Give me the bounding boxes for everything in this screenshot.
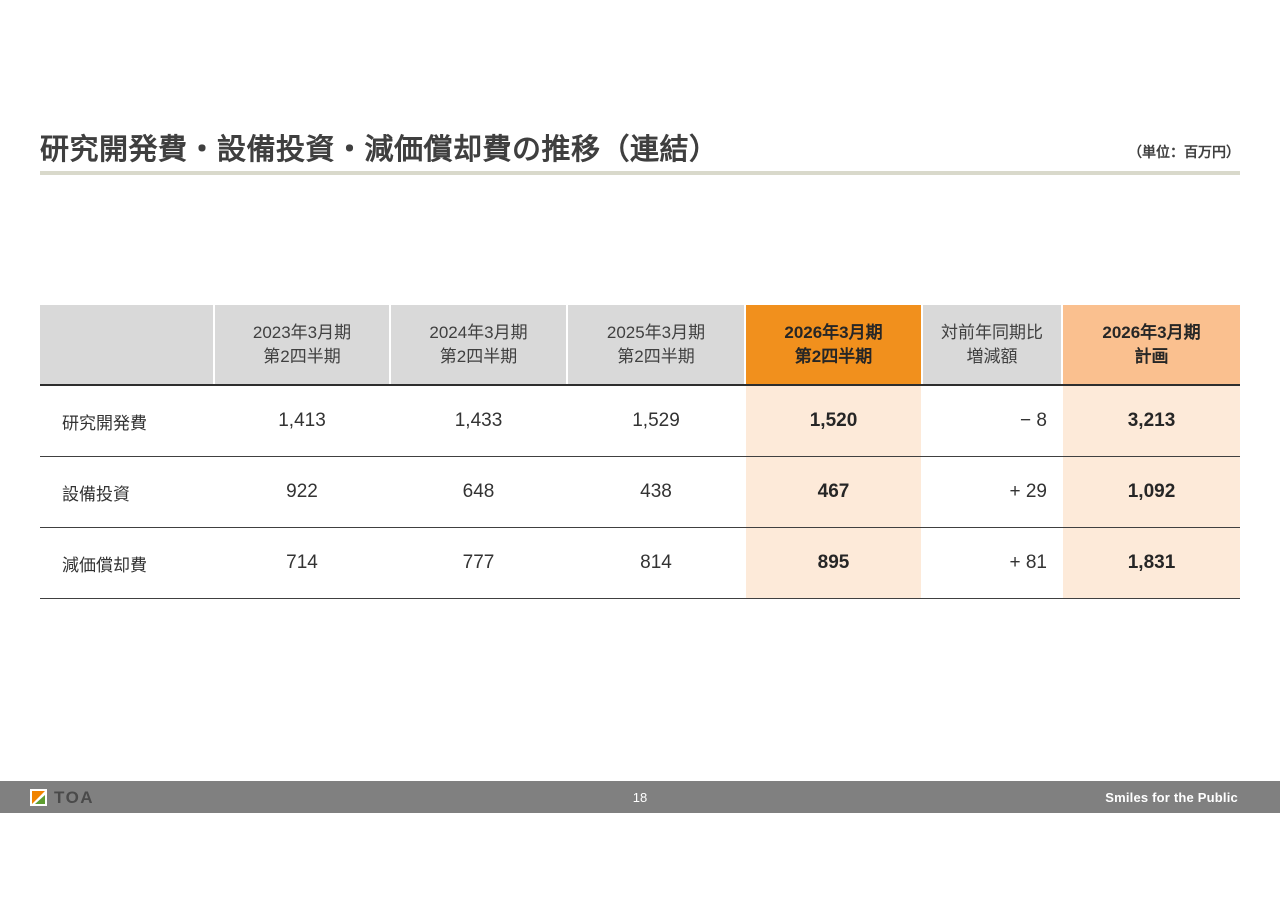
header-cell-2025-q2: 2025年3月期 第2四半期 bbox=[568, 305, 746, 384]
cell-value: 777 bbox=[462, 552, 495, 573]
header-cell-yoy-change: 対前年同期比 増減額 bbox=[923, 305, 1063, 384]
cell-value: 714 bbox=[286, 552, 318, 573]
toa-logo: TOA bbox=[30, 787, 95, 807]
table-cell-yoy: + 81 bbox=[923, 528, 1063, 598]
cell-value: 1,831 bbox=[1127, 552, 1176, 573]
table-cell-plan: 3,213 bbox=[1063, 386, 1240, 456]
table-cell-highlight: 1,520 bbox=[746, 386, 923, 456]
page-title: 研究開発費・設備投資・減価償却費の推移（連結） bbox=[40, 134, 719, 166]
fiscal-data-table: 2023年3月期 第2四半期 2024年3月期 第2四半期 2025年3月期 第… bbox=[40, 305, 1240, 599]
table-cell-plan: 1,831 bbox=[1063, 528, 1240, 598]
cell-value: − 8 bbox=[1020, 410, 1047, 431]
cell-value: + 29 bbox=[1009, 481, 1047, 502]
table-cell-plan: 1,092 bbox=[1063, 457, 1240, 527]
table-header-row: 2023年3月期 第2四半期 2024年3月期 第2四半期 2025年3月期 第… bbox=[40, 305, 1240, 384]
table-cell-yoy: − 8 bbox=[923, 386, 1063, 456]
row-label: 減価償却費 bbox=[40, 528, 215, 598]
cell-value: 1,433 bbox=[454, 410, 503, 431]
table-cell: 1,433 bbox=[391, 386, 568, 456]
table-cell: 648 bbox=[391, 457, 568, 527]
cell-value: 814 bbox=[640, 552, 672, 573]
header-cell-blank bbox=[40, 305, 215, 384]
table-row-depreciation: 減価償却費 714 777 814 895 + 81 1,831 bbox=[40, 527, 1240, 598]
header-cell-2026-plan: 2026年3月期 計画 bbox=[1063, 305, 1240, 384]
toa-logo-text: TOA bbox=[54, 787, 95, 807]
cell-value: 438 bbox=[640, 481, 672, 502]
table-cell: 777 bbox=[391, 528, 568, 598]
cell-value: 467 bbox=[817, 481, 850, 502]
row-label: 研究開発費 bbox=[40, 386, 215, 456]
header-cell-2023-q2: 2023年3月期 第2四半期 bbox=[215, 305, 391, 384]
table-cell: 1,413 bbox=[215, 386, 391, 456]
page-number: 18 bbox=[632, 789, 648, 805]
footer-bar: TOA 18 Smiles for the Public bbox=[0, 781, 1280, 813]
table-cell: 714 bbox=[215, 528, 391, 598]
table-cell: 814 bbox=[568, 528, 746, 598]
table-row-capex: 設備投資 922 648 438 467 + 29 1,092 bbox=[40, 456, 1240, 527]
cell-value: 1,529 bbox=[632, 410, 680, 431]
table-cell-highlight: 895 bbox=[746, 528, 923, 598]
table-cell: 922 bbox=[215, 457, 391, 527]
cell-value: 1,092 bbox=[1127, 481, 1176, 502]
table-cell-yoy: + 29 bbox=[923, 457, 1063, 527]
row-label: 設備投資 bbox=[40, 457, 215, 527]
cell-value: 1,520 bbox=[809, 410, 858, 431]
footer-tagline: Smiles for the Public bbox=[1105, 789, 1238, 805]
table-cell: 438 bbox=[568, 457, 746, 527]
table-cell-highlight: 467 bbox=[746, 457, 923, 527]
cell-value: + 81 bbox=[1009, 552, 1047, 573]
table-cell: 1,529 bbox=[568, 386, 746, 456]
cell-value: 922 bbox=[286, 481, 318, 502]
table-row-rd-expenses: 研究開発費 1,413 1,433 1,529 1,520 − 8 3,213 bbox=[40, 384, 1240, 456]
unit-label: （単位：百万円） bbox=[1128, 144, 1240, 160]
cell-value: 648 bbox=[462, 481, 495, 502]
header-cell-2024-q2: 2024年3月期 第2四半期 bbox=[391, 305, 568, 384]
cell-value: 1,413 bbox=[278, 410, 326, 431]
cell-value: 895 bbox=[817, 552, 850, 573]
title-underline bbox=[40, 171, 1240, 175]
toa-logo-icon bbox=[30, 788, 47, 806]
header-cell-2026-q2: 2026年3月期 第2四半期 bbox=[746, 305, 923, 384]
cell-value: 3,213 bbox=[1127, 410, 1176, 431]
